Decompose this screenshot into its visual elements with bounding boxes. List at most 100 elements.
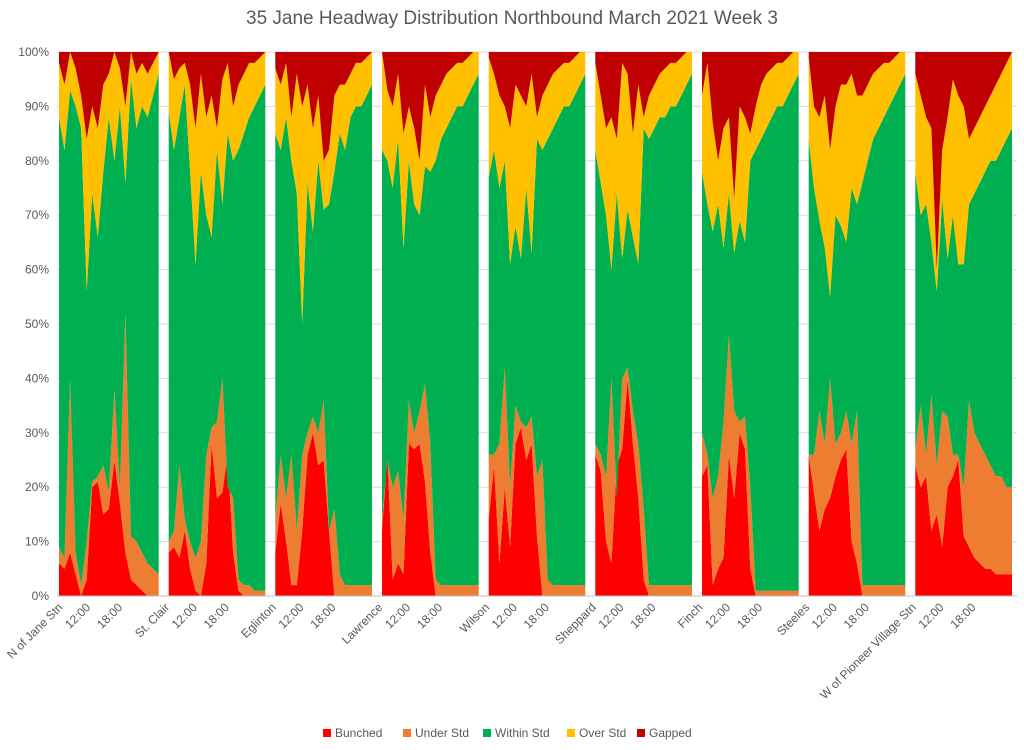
area-within-std bbox=[702, 73, 799, 591]
area-under-std bbox=[382, 383, 479, 596]
area-gapped bbox=[595, 52, 692, 139]
legend-item-over-std: Over Std bbox=[567, 726, 626, 740]
area-under-std bbox=[808, 378, 906, 596]
legend-item-under-std: Under Std bbox=[403, 726, 469, 740]
x-tick-label: Wilson bbox=[457, 600, 492, 635]
area-gapped bbox=[702, 52, 799, 199]
panel-6 bbox=[702, 52, 799, 596]
area-gapped bbox=[275, 52, 372, 161]
legend-swatch bbox=[483, 729, 491, 737]
x-tick-label: St. Clair bbox=[132, 600, 172, 640]
x-tick-label: 12:00 bbox=[915, 600, 946, 631]
x-tick-label: 18:00 bbox=[94, 600, 125, 631]
legend: Bunched Under Std Within Std Over Std Gapped bbox=[323, 726, 692, 740]
area-gapped bbox=[808, 52, 906, 150]
area-within-std bbox=[915, 128, 1012, 488]
area-over-std bbox=[702, 52, 799, 254]
area-over-std bbox=[59, 52, 159, 292]
x-tick-label: 12:00 bbox=[275, 600, 306, 631]
area-within-std bbox=[382, 73, 479, 586]
legend-label: Gapped bbox=[649, 726, 692, 740]
area-bunched bbox=[168, 443, 266, 596]
area-bunched bbox=[915, 460, 1012, 596]
area-under-std bbox=[275, 400, 372, 596]
x-tick-label: 12:00 bbox=[62, 600, 93, 631]
legend-label: Under Std bbox=[415, 726, 469, 740]
area-under-std bbox=[488, 367, 586, 596]
x-tick-label: 18:00 bbox=[841, 600, 872, 631]
y-tick-label: 0% bbox=[32, 589, 50, 603]
area-bunched bbox=[382, 443, 479, 596]
x-tick-label: 12:00 bbox=[595, 600, 626, 631]
area-over-std bbox=[168, 52, 266, 265]
y-tick-label: 40% bbox=[25, 371, 49, 385]
legend-item-bunched: Bunched bbox=[323, 726, 382, 740]
area-under-std bbox=[168, 378, 266, 596]
area-over-std bbox=[595, 52, 692, 270]
legend-item-gapped: Gapped bbox=[637, 726, 692, 740]
area-gapped bbox=[168, 52, 266, 129]
x-tick-label: 12:00 bbox=[382, 600, 413, 631]
legend-label: Bunched bbox=[335, 726, 382, 740]
area-gapped bbox=[59, 52, 159, 139]
x-tick-label: Steeles bbox=[774, 600, 812, 638]
area-bunched bbox=[59, 460, 159, 596]
panel-8 bbox=[915, 52, 1012, 596]
panel-0 bbox=[59, 52, 159, 596]
x-tick-label: 18:00 bbox=[307, 600, 338, 631]
area-within-std bbox=[808, 73, 906, 586]
panel-2 bbox=[275, 52, 372, 596]
legend-swatch bbox=[323, 729, 331, 737]
panel-7 bbox=[808, 52, 906, 596]
panel-4 bbox=[488, 52, 586, 596]
x-tick-label: Finch bbox=[675, 600, 706, 631]
legend-swatch bbox=[567, 729, 575, 737]
legend-swatch bbox=[403, 729, 411, 737]
y-tick-label: 10% bbox=[25, 535, 49, 549]
x-tick-label: 12:00 bbox=[169, 600, 200, 631]
area-within-std bbox=[59, 73, 159, 586]
legend-label: Within Std bbox=[495, 726, 550, 740]
x-tick-label: Lawrence bbox=[339, 600, 386, 647]
legend-label: Over Std bbox=[579, 726, 626, 740]
x-tick-label: 12:00 bbox=[702, 600, 733, 631]
legend-swatch bbox=[637, 729, 645, 737]
areas bbox=[59, 52, 1012, 596]
y-tick-label: 30% bbox=[25, 426, 49, 440]
y-tick-label: 70% bbox=[25, 208, 49, 222]
x-tick-label: 18:00 bbox=[947, 600, 978, 631]
y-tick-label: 100% bbox=[18, 45, 49, 59]
x-tick-label: 18:00 bbox=[627, 600, 658, 631]
x-tick-label: Sheppard bbox=[552, 600, 599, 647]
area-under-std bbox=[702, 334, 799, 596]
area-gapped bbox=[382, 52, 479, 161]
area-over-std bbox=[275, 52, 372, 324]
area-bunched bbox=[702, 432, 799, 596]
area-bunched bbox=[275, 432, 372, 596]
area-under-std bbox=[59, 313, 159, 596]
y-tick-label: 90% bbox=[25, 99, 49, 113]
area-within-std bbox=[488, 73, 586, 586]
y-tick-label: 60% bbox=[25, 263, 49, 277]
area-within-std bbox=[595, 73, 692, 586]
area-gapped bbox=[488, 52, 586, 129]
area-under-std bbox=[595, 367, 692, 596]
x-tick-label: 12:00 bbox=[809, 600, 840, 631]
x-tick-label: Eglinton bbox=[238, 600, 279, 641]
area-bunched bbox=[808, 449, 906, 596]
x-tick-label: N of Jane Stn bbox=[4, 600, 65, 661]
y-tick-label: 20% bbox=[25, 480, 49, 494]
area-bunched bbox=[595, 378, 692, 596]
x-tick-label: 18:00 bbox=[734, 600, 765, 631]
legend-item-within-std: Within Std bbox=[483, 726, 550, 740]
panel-1 bbox=[168, 52, 266, 596]
area-bunched bbox=[488, 427, 586, 596]
panel-5 bbox=[595, 52, 692, 596]
y-tick-label: 80% bbox=[25, 154, 49, 168]
area-within-std bbox=[168, 84, 266, 591]
area-over-std bbox=[488, 52, 586, 265]
chart-title: 35 Jane Headway Distribution Northbound … bbox=[246, 8, 778, 29]
x-tick-label: 18:00 bbox=[521, 600, 552, 631]
